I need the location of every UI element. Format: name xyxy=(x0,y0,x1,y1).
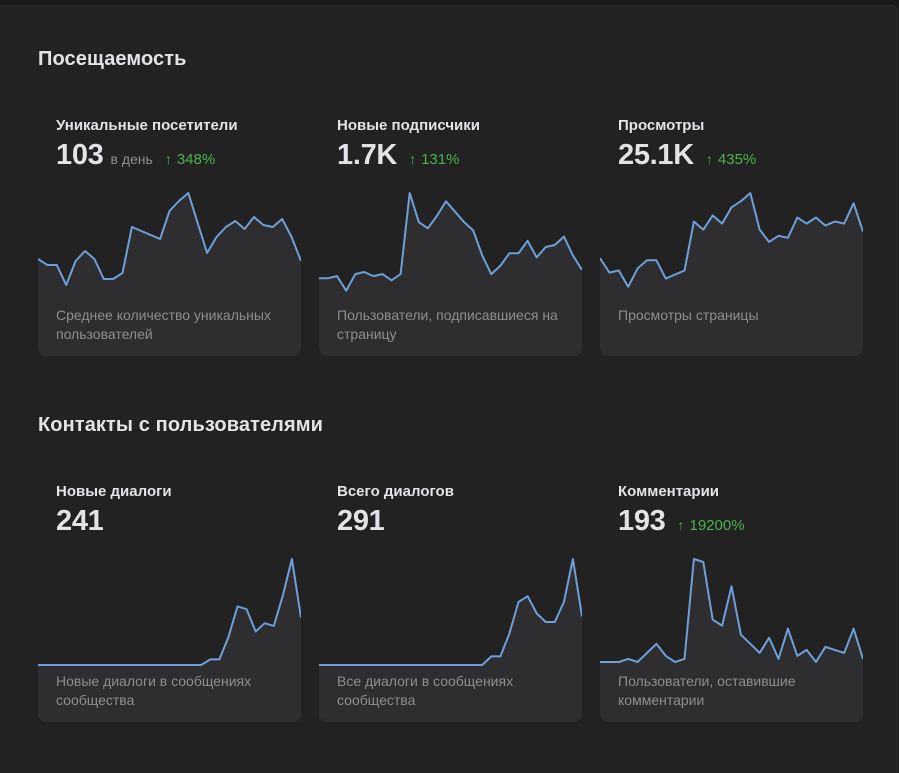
delta-badge: ↑ 435% xyxy=(706,151,756,168)
card-page-views[interactable]: Просмотры 25.1K ↑ 435% Просмотры страниц… xyxy=(600,103,863,356)
sparkline-area xyxy=(600,193,863,356)
card-value-row: 1.7K ↑ 131% xyxy=(337,139,459,172)
card-unique-visitors[interactable]: Уникальные посетители 103 в день ↑ 348% … xyxy=(38,103,301,356)
section-title-attendance: Посещаемость xyxy=(38,48,187,70)
sparkline-area xyxy=(38,193,301,356)
delta-value: 131% xyxy=(421,151,460,168)
card-value: 25.1K xyxy=(618,139,694,171)
card-title: Просмотры xyxy=(618,117,705,134)
arrow-up-icon: ↑ xyxy=(705,151,713,167)
card-title: Новые подписчики xyxy=(337,117,480,134)
card-caption: Новые диалоги в сообщениях сообщества xyxy=(56,673,252,708)
delta-value: 348% xyxy=(176,151,216,168)
delta-badge: ↑ 131% xyxy=(409,151,459,168)
delta-value: 435% xyxy=(717,151,757,168)
sparkline-line xyxy=(319,192,582,292)
card-value-row: 25.1K ↑ 435% xyxy=(618,139,756,172)
card-unit: в день xyxy=(110,151,153,167)
card-caption: Пользователи, подписавшиеся на страницу xyxy=(337,307,558,342)
sparkline-line xyxy=(600,192,863,288)
sparkline-area xyxy=(600,559,863,722)
arrow-up-icon: ↑ xyxy=(409,151,417,167)
sparkline-area xyxy=(38,559,301,722)
sparkline-chart xyxy=(319,192,582,356)
card-caption: Все диалоги в сообщениях сообщества xyxy=(337,673,514,708)
sparkline-chart xyxy=(600,192,863,356)
arrow-up-icon: ↑ xyxy=(677,517,685,533)
sparkline-chart xyxy=(38,192,301,356)
sparkline-line xyxy=(319,558,582,666)
delta-value: 19200% xyxy=(689,517,745,534)
delta-badge: ↑ 19200% xyxy=(678,517,745,534)
card-new-subscribers[interactable]: Новые подписчики 1.7K ↑ 131% Пользовател… xyxy=(319,103,582,356)
card-value: 241 xyxy=(56,505,104,537)
section-title-contacts: Контакты с пользователями xyxy=(38,414,324,436)
card-value: 103 xyxy=(56,139,104,171)
sparkline-area xyxy=(319,559,582,722)
card-title: Всего диалогов xyxy=(337,483,454,500)
sparkline-area xyxy=(319,193,582,356)
card-value: 291 xyxy=(337,505,385,537)
card-value: 193 xyxy=(618,505,666,537)
sparkline-line xyxy=(600,558,863,663)
card-value: 1.7K xyxy=(337,139,398,171)
card-comments[interactable]: Комментарии 193 ↑ 19200% Пользователи, о… xyxy=(600,469,863,722)
arrow-up-icon: ↑ xyxy=(164,151,172,167)
card-value-row: 291 xyxy=(337,505,385,538)
sparkline-line xyxy=(38,558,301,666)
card-value-row: 193 ↑ 19200% xyxy=(618,505,745,538)
card-caption: Пользователи, оставившие комментарии xyxy=(618,673,796,708)
stats-panel: Посещаемость Уникальные посетители 103 в… xyxy=(0,5,898,773)
sparkline-chart xyxy=(38,558,301,722)
sparkline-line xyxy=(38,192,301,286)
sparkline-chart xyxy=(600,558,863,722)
card-title: Уникальные посетители xyxy=(56,117,238,134)
card-caption: Среднее количество уникальных пользовате… xyxy=(56,307,271,342)
delta-badge: ↑ 348% xyxy=(165,151,215,168)
card-value-row: 241 xyxy=(56,505,104,538)
card-new-dialogs[interactable]: Новые диалоги 241 Новые диалоги в сообще… xyxy=(38,469,301,722)
card-caption: Просмотры страницы xyxy=(618,307,759,323)
card-value-row: 103 в день ↑ 348% xyxy=(56,139,215,172)
card-title: Комментарии xyxy=(618,483,720,500)
card-title: Новые диалоги xyxy=(56,483,172,500)
card-total-dialogs[interactable]: Всего диалогов 291 Все диалоги в сообщен… xyxy=(319,469,582,722)
sparkline-chart xyxy=(319,558,582,722)
